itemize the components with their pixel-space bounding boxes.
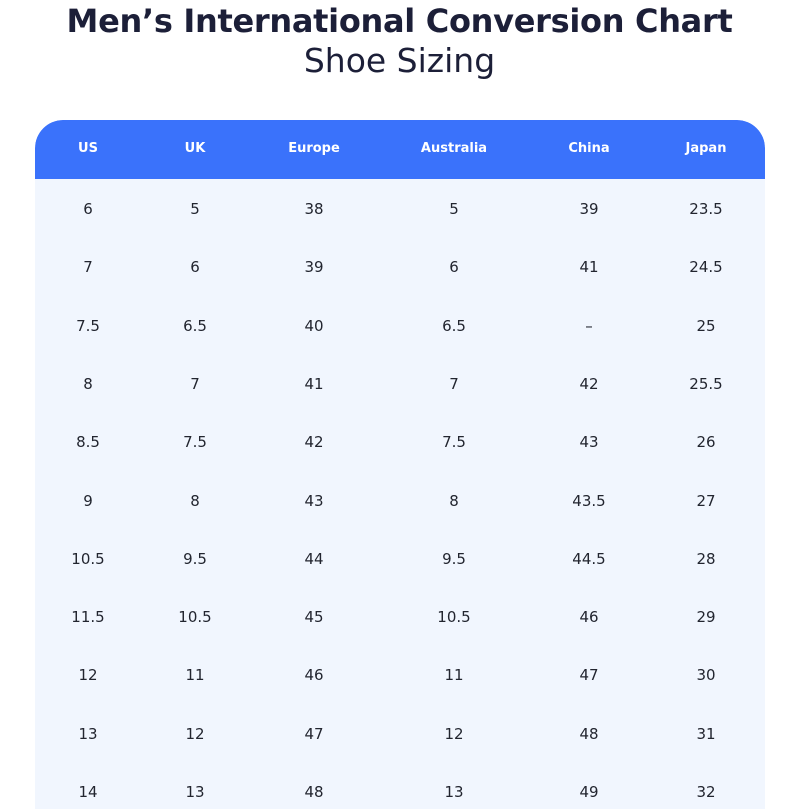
table-cell-china: 41 [579,258,599,276]
table-cell-europe: 46 [304,666,324,684]
table-cell-australia: 11 [444,666,464,684]
table-cell-uk: 9.5 [183,550,207,568]
table-cell-europe: 43 [304,492,324,510]
table-cell-us: 8.5 [76,433,100,451]
table-cell-europe: 39 [304,258,324,276]
table-cell-uk: 11 [185,666,205,684]
column-header-japan: Japan [685,141,727,156]
table-cell-europe: 42 [304,433,324,451]
table-cell-us: 10.5 [71,550,105,568]
table-cell-uk: 10.5 [178,608,212,626]
table-cell-europe: 40 [304,317,324,335]
table-cell-us: 12 [78,666,98,684]
table-cell-china: 49 [579,783,599,801]
table-cell-us: 11.5 [71,608,105,626]
table-cell-uk: 7 [190,375,200,393]
table-cell-australia: 10.5 [437,608,471,626]
table-cell-australia: 6.5 [442,317,466,335]
table-cell-uk: 5 [190,200,200,218]
table-cell-uk: 12 [185,725,205,743]
table-cell-china: 48 [579,725,599,743]
table-cell-china: 44.5 [572,550,606,568]
table-cell-uk: 6.5 [183,317,207,335]
table-cell-japan: 28 [696,550,716,568]
chart-title: Men’s International Conversion Chart [66,2,733,40]
table-cell-australia: 12 [444,725,464,743]
table-cell-europe: 45 [304,608,324,626]
table-cell-australia: 8 [449,492,459,510]
table-cell-us: 14 [78,783,98,801]
table-cell-japan: 27 [696,492,716,510]
table-cell-uk: 8 [190,492,200,510]
table-cell-australia: 7 [449,375,459,393]
table-cell-us: 13 [78,725,98,743]
table-cell-china: 43 [579,433,599,451]
table-cell-japan: 29 [696,608,716,626]
column-header-europe: Europe [288,141,340,156]
table-cell-china: 39 [579,200,599,218]
chart-subtitle: Shoe Sizing [303,41,496,80]
column-header-australia: Australia [420,141,488,156]
table-cell-china: 46 [579,608,599,626]
table-cell-uk: 7.5 [183,433,207,451]
table-cell-us: 8 [83,375,93,393]
table-cell-australia: 13 [444,783,464,801]
table-cell-europe: 38 [304,200,324,218]
table-cell-europe: 48 [304,783,324,801]
table-cell-japan: 31 [696,725,716,743]
table-header: US UK Europe Australia China Japan [35,120,765,179]
column-header-china: China [568,141,610,156]
table-cell-japan: 25.5 [689,375,723,393]
table-cell-japan: 30 [696,666,716,684]
column-header-uk: UK [184,141,206,156]
table-cell-australia: 5 [449,200,459,218]
table-cell-australia: 6 [449,258,459,276]
table-cell-japan: 24.5 [689,258,723,276]
table-cell-uk: 6 [190,258,200,276]
table-cell-china: 42 [579,375,599,393]
table-cell-japan: 23.5 [689,200,723,218]
table-cell-us: 9 [83,492,93,510]
table-cell-china: 47 [579,666,599,684]
table-cell-europe: 47 [304,725,324,743]
table-cell-europe: 44 [304,550,324,568]
table-cell-europe: 41 [304,375,324,393]
column-header-us: US [78,141,98,156]
table-cell-uk: 13 [185,783,205,801]
table-cell-japan: 32 [696,783,716,801]
table-cell-australia: 7.5 [442,433,466,451]
table-cell-us: 7 [83,258,93,276]
table-cell-us: 7.5 [76,317,100,335]
table-cell-china: – [585,317,593,335]
table-cell-japan: 25 [696,317,716,335]
table-cell-us: 6 [83,200,93,218]
table-cell-china: 43.5 [572,492,606,510]
table-cell-australia: 9.5 [442,550,466,568]
conversion-table: US UK Europe Australia China Japan 6 5 38 5 39 23.… [35,120,765,809]
table-cell-japan: 26 [696,433,716,451]
